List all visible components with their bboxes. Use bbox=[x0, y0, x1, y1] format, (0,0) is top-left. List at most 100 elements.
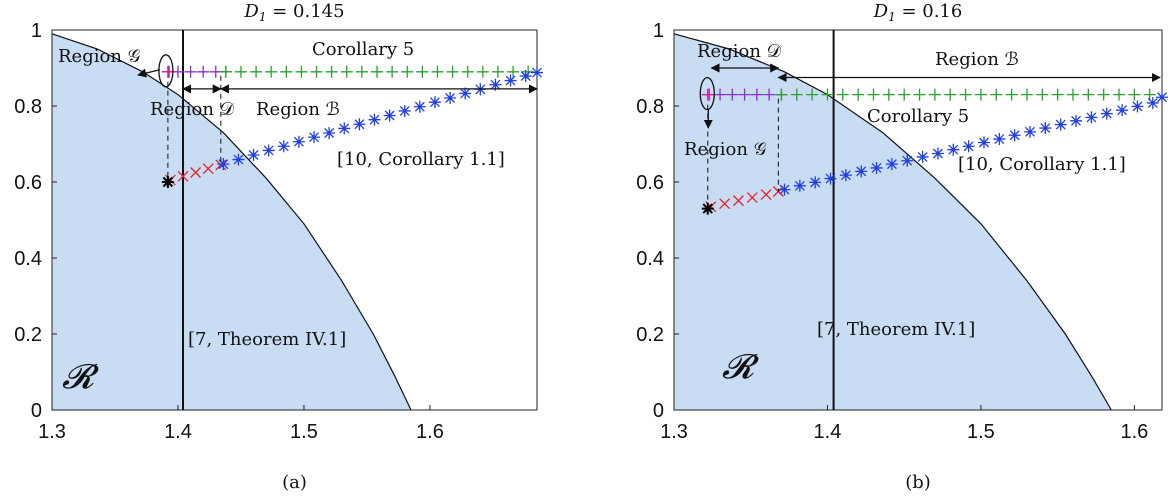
panel-caption: (b) bbox=[905, 472, 931, 493]
star-marker bbox=[444, 92, 457, 105]
cross-marker bbox=[719, 198, 731, 210]
ref10-label: [10, Corollary 1.1] bbox=[958, 154, 1126, 175]
star-marker bbox=[809, 176, 822, 189]
plus-marker bbox=[974, 88, 987, 101]
y-tick-label: 0.6 bbox=[14, 172, 42, 194]
plus-marker bbox=[750, 88, 763, 101]
plus-marker bbox=[371, 65, 384, 78]
plus-marker bbox=[714, 88, 727, 101]
start-point-star bbox=[161, 176, 174, 188]
plus-marker bbox=[507, 65, 520, 78]
corollary5-label: Corollary 5 bbox=[312, 39, 414, 60]
region-g-arrow bbox=[137, 68, 161, 78]
plus-marker bbox=[775, 88, 788, 101]
plus-marker bbox=[310, 65, 323, 78]
plus-marker bbox=[491, 65, 504, 78]
plus-marker bbox=[401, 65, 414, 78]
corollary5-label: Corollary 5 bbox=[867, 106, 969, 127]
plus-marker bbox=[806, 88, 819, 101]
ref7-label: [7, Theorem IV.1] bbox=[817, 319, 975, 340]
y-tick-label: 1 bbox=[31, 20, 42, 42]
chart-title: D1 = 0.145 bbox=[243, 1, 344, 24]
x-tick-label: 1.4 bbox=[814, 421, 842, 443]
plus-marker bbox=[1082, 88, 1095, 101]
region-b-label: Region ℬ bbox=[935, 49, 1019, 70]
plus-marker bbox=[726, 88, 739, 101]
title-main: D bbox=[243, 1, 259, 22]
star-marker bbox=[1100, 107, 1113, 120]
star-marker bbox=[368, 113, 381, 126]
y-tick-label: 0.4 bbox=[636, 248, 664, 270]
star-marker bbox=[1085, 111, 1098, 124]
plus-marker bbox=[446, 65, 459, 78]
plus-marker bbox=[355, 65, 368, 78]
star-marker bbox=[383, 109, 396, 122]
plus-marker bbox=[197, 65, 210, 78]
plus-marker bbox=[1143, 88, 1156, 101]
star-marker bbox=[413, 100, 426, 113]
panel-b: 1.3 1.4 1.5 1.6 0 0.2 0.4 0.6 0.8 1 Region 𝒢 Region… bbox=[636, 1, 1168, 493]
plus-marker bbox=[913, 88, 926, 101]
plus-marker bbox=[959, 88, 972, 101]
plus-marker bbox=[1005, 88, 1018, 101]
plus-marker bbox=[234, 65, 247, 78]
plus-marker bbox=[898, 88, 911, 101]
plus-marker bbox=[209, 65, 222, 78]
y-tick-label: 0.4 bbox=[14, 248, 42, 270]
plus-marker bbox=[431, 65, 444, 78]
star-marker bbox=[947, 143, 960, 156]
star-marker bbox=[338, 122, 351, 135]
plus-marker bbox=[790, 88, 803, 101]
y-tick-label: 0.8 bbox=[14, 96, 42, 118]
star-marker bbox=[428, 96, 441, 109]
star-marker bbox=[1054, 118, 1067, 131]
star-marker bbox=[1039, 122, 1052, 135]
plus-marker bbox=[836, 88, 849, 101]
star-marker bbox=[232, 153, 245, 166]
region-r-symbol: 𝓡 bbox=[722, 347, 760, 387]
star-marker bbox=[262, 144, 275, 157]
plus-marker bbox=[325, 65, 338, 78]
star-marker bbox=[398, 104, 411, 117]
star-marker bbox=[353, 118, 366, 131]
ref7-label: [7, Theorem IV.1] bbox=[188, 329, 346, 350]
region-r-symbol: 𝓡 bbox=[62, 357, 100, 397]
axes-box bbox=[673, 29, 1163, 411]
x-tick-label: 1.5 bbox=[967, 421, 995, 443]
plus-marker bbox=[1097, 88, 1110, 101]
star-marker bbox=[459, 87, 472, 100]
plus-marker bbox=[821, 88, 834, 101]
star-marker bbox=[793, 179, 806, 192]
star-marker bbox=[931, 147, 944, 160]
x-tick-label: 1.6 bbox=[416, 421, 444, 443]
title-value: = 0.16 bbox=[896, 1, 963, 22]
plus-marker bbox=[882, 88, 895, 101]
star-marker bbox=[916, 150, 929, 163]
title-subscript: 1 bbox=[259, 10, 267, 24]
x-tick-label: 1.3 bbox=[38, 421, 66, 443]
y-tick-label: 0.8 bbox=[636, 96, 664, 118]
star-marker bbox=[855, 165, 868, 178]
y-tick-label: 0.2 bbox=[636, 324, 664, 346]
ref10-label: [10, Corollary 1.1] bbox=[337, 149, 505, 170]
star-marker bbox=[839, 169, 852, 182]
cross-marker bbox=[732, 195, 744, 207]
plus-marker bbox=[1051, 88, 1064, 101]
plus-marker bbox=[1113, 88, 1126, 101]
cross-marker bbox=[202, 163, 214, 175]
region-boundary-curve bbox=[51, 33, 412, 411]
cross-marker bbox=[760, 189, 772, 200]
y-tick-label: 1 bbox=[653, 20, 664, 42]
plus-marker bbox=[1066, 88, 1079, 101]
star-marker bbox=[292, 135, 305, 148]
plus-marker bbox=[1020, 88, 1033, 101]
star-marker bbox=[504, 74, 517, 87]
star-marker bbox=[1116, 104, 1129, 117]
plus-marker bbox=[990, 88, 1003, 101]
x-tick-label: 1.6 bbox=[1120, 421, 1148, 443]
start-point-star bbox=[701, 202, 714, 215]
star-marker bbox=[977, 136, 990, 149]
panel-a: 1.3 1.4 1.5 1.6 0 0.2 0.4 0.6 0.8 1 Region 𝒢 Region… bbox=[14, 1, 543, 493]
plus-marker bbox=[340, 65, 353, 78]
